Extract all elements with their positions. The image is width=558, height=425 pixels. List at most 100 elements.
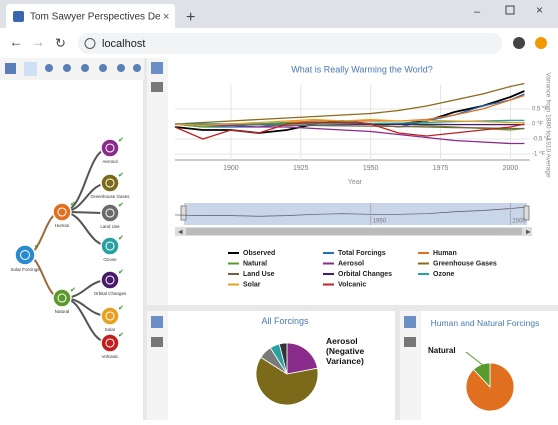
series-line [174,118,525,127]
legend-label[interactable]: Orbital Changes [338,271,392,278]
check-mark: ✔ [118,202,124,209]
profile[interactable] [513,37,525,49]
y-tick-label: -1 °F [532,152,545,158]
x-tick-label: 1975 [433,165,449,172]
toolbar-icons [5,62,141,76]
annotation-clip: Natural [428,346,456,355]
print-icon[interactable] [151,337,163,347]
tree-node[interactable] [100,333,120,353]
chart-title: What is Really Warming the World? [291,64,433,74]
tool-select[interactable] [24,62,37,76]
forward[interactable]: → [31,34,45,50]
tool-zoom[interactable] [45,64,53,72]
panel-icon[interactable] [151,316,163,328]
legend-label[interactable]: Greenhouse Gases [433,260,497,267]
x-tick-label: 1900 [223,165,239,172]
legend-label[interactable]: Land Use [243,271,275,278]
legend-label[interactable]: Ozone [433,271,454,278]
navigator-tick-label: 1950 [373,219,387,225]
node-label: Solar Forcings [10,267,40,272]
node-icon [20,250,30,260]
range-handle[interactable] [180,205,187,221]
series-line [174,93,525,128]
print-icon[interactable] [151,82,163,92]
series-line [174,121,525,140]
close-window[interactable]: × [536,3,543,17]
tree-node[interactable] [100,138,120,158]
node-label: Human [55,223,70,228]
check-mark: ✔ [118,235,124,242]
panel-side [147,58,168,305]
tool-zoom[interactable] [81,64,89,72]
x-tick-label: 2000 [503,165,519,172]
tree-node[interactable] [100,236,120,256]
site-info[interactable] [84,38,96,49]
legend-label[interactable]: Solar [243,281,261,288]
check-mark: ✔ [118,172,124,179]
scroll-thumb[interactable] [186,228,522,235]
check-mark: ✔ [70,201,76,208]
check-mark: ✔ [118,305,124,312]
url: localhost [102,38,145,50]
panel-icon[interactable] [404,316,416,328]
url-box[interactable] [78,33,502,54]
tool-zoom[interactable] [133,64,141,72]
series-line [174,123,525,145]
panel-icon[interactable] [151,62,163,74]
legend-label[interactable]: Natural [243,260,267,267]
legend-label[interactable]: Observed [243,250,275,257]
back[interactable]: ← [9,34,23,50]
tool-zoom[interactable] [99,64,107,72]
tab-title-clip: Tom Sawyer Perspectives Demo [30,12,160,23]
pie-slice [473,362,491,389]
node-icon [105,311,115,321]
tree-node[interactable] [14,244,36,266]
node-icon [57,207,67,217]
check-mark: ✔ [118,332,124,339]
legend-label[interactable]: Aerosol [338,260,364,267]
navigator-tick-label: 2000 [512,219,526,225]
x-tick-label: 1925 [293,165,309,172]
node-icon [105,275,115,285]
minimize[interactable]: – [474,6,481,18]
tree-node[interactable] [100,173,120,193]
scroll-left[interactable]: ◀ [178,230,183,236]
range-handle[interactable] [523,205,530,221]
extension[interactable] [535,37,547,49]
tree-node[interactable] [52,202,72,222]
check-mark: ✔ [118,137,124,144]
tab[interactable] [6,4,175,28]
maximize[interactable] [505,5,515,15]
tool[interactable] [5,63,16,74]
node-label: Land Use [100,224,120,229]
print-icon[interactable] [404,337,416,347]
pie-slice [286,342,318,375]
tool-zoom[interactable] [117,64,125,72]
y-tick-label: 0.5 °F [532,107,548,113]
scroll-right[interactable]: ▶ [526,230,531,236]
node-label: Orbital Changes [94,291,127,296]
tool-zoom[interactable] [63,64,71,72]
y-tick-label: -0.5 °F [532,137,550,143]
node-label: Aerosol [102,159,117,164]
check-mark: ✔ [118,269,124,276]
tab-close[interactable]: × [163,11,169,23]
legend-label[interactable]: Total Forcings [338,250,386,257]
pie-title: All Forcings [261,316,309,326]
tree-node[interactable] [100,203,120,223]
node-icon [105,338,115,348]
navigator-line [174,206,525,217]
node-icon [57,293,67,303]
tree-node[interactable] [100,270,120,290]
x-tick-label: 1950 [363,165,379,172]
annotation-leader [465,351,485,367]
legend-label[interactable]: Volcanic [338,281,366,288]
legend-label[interactable]: Human [433,250,457,257]
new-tab[interactable]: + [186,9,195,26]
tree-node[interactable] [52,288,72,308]
reload[interactable]: ↻ [55,35,66,50]
pie-title-box: Human and Natural Forcings [431,318,540,328]
favicon [13,11,24,22]
tree-node[interactable] [100,306,120,326]
